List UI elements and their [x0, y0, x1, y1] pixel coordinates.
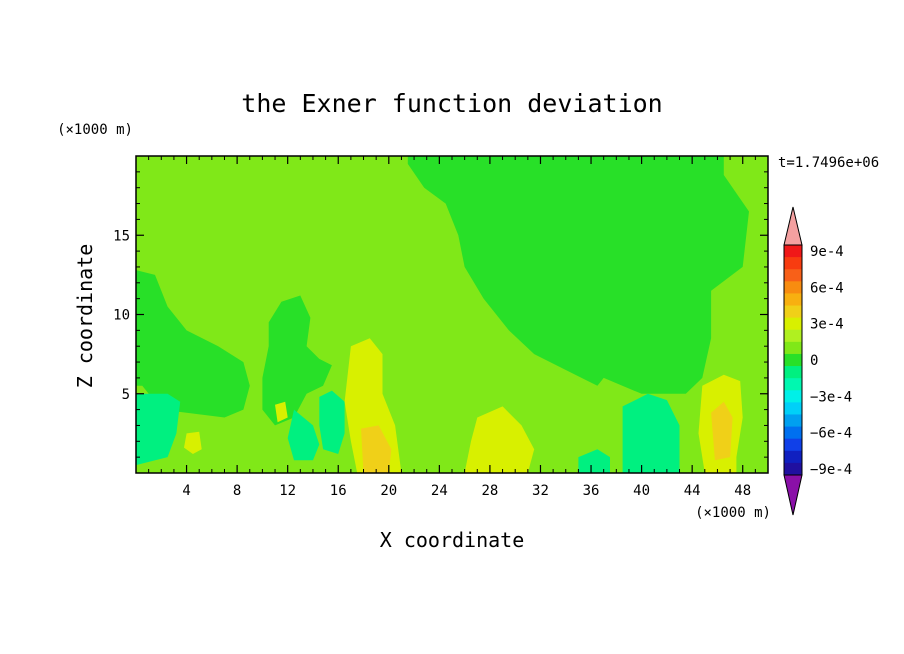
colorbar-segment — [784, 414, 802, 428]
contour-region-4 — [287, 409, 320, 461]
chart-title: the Exner function deviation — [241, 89, 662, 118]
colorbar-segment — [784, 366, 802, 379]
colorbar-frame — [783, 244, 803, 476]
colorbar-segment — [784, 341, 802, 355]
contour-region-0 — [407, 156, 749, 394]
colorbar-segment — [784, 317, 802, 331]
colorbar-segment — [784, 257, 802, 270]
y-axis-label: Z coordinate — [73, 244, 97, 389]
x-tick-label: 8 — [233, 483, 241, 499]
colorbar-label: −9e-4 — [810, 462, 852, 478]
colorbar-segment — [784, 402, 802, 415]
y-unit-label: (×1000 m) — [57, 122, 133, 138]
colorbar-label: 6e-4 — [810, 280, 844, 296]
x-tick-label: 20 — [380, 483, 397, 499]
x-axis-label: X coordinate — [380, 528, 525, 552]
colorbar-over-triangle — [783, 206, 803, 246]
colorbar-segment — [784, 353, 802, 367]
contour-region-14 — [275, 401, 288, 423]
x-tick-label: 28 — [481, 483, 498, 499]
colorbar-segment — [784, 269, 802, 282]
contour-region-13 — [184, 431, 202, 454]
contour-region-7 — [578, 449, 610, 473]
x-tick-label: 48 — [734, 483, 751, 499]
contour-region-9 — [361, 425, 392, 473]
contour-region-3 — [136, 393, 181, 466]
colorbar-under-triangle — [783, 474, 803, 516]
colorbar-label: −3e-4 — [810, 389, 852, 405]
colorbar-label: −6e-4 — [810, 426, 852, 442]
colorbar-segment — [784, 305, 802, 319]
colorbar-label: 0 — [810, 353, 818, 369]
colorbar-segment — [784, 329, 802, 343]
contour-region-2 — [262, 295, 332, 426]
x-tick-label: 12 — [279, 483, 296, 499]
colorbar-segment — [784, 293, 802, 307]
contour-region-12 — [711, 401, 733, 461]
y-tick-label: 10 — [113, 308, 130, 324]
x-tick-label: 16 — [330, 483, 347, 499]
contour-region-6 — [622, 393, 680, 473]
colorbar-segment — [784, 450, 802, 464]
colorbar-segment — [784, 390, 802, 403]
x-tick-label: 32 — [532, 483, 549, 499]
x-unit-label: (×1000 m) — [695, 505, 771, 521]
colorbar-segment — [784, 438, 802, 452]
contour-region-5 — [319, 390, 345, 454]
x-tick-label: 4 — [182, 483, 190, 499]
x-tick-label: 24 — [431, 483, 448, 499]
colorbar-segment — [784, 426, 802, 440]
colorbar-label: 3e-4 — [810, 317, 844, 333]
y-tick-label: 5 — [122, 387, 130, 403]
contour-region-10 — [464, 406, 535, 473]
colorbar-segment — [784, 281, 802, 294]
x-tick-label: 40 — [633, 483, 650, 499]
colorbar-segment — [784, 245, 802, 258]
y-tick-label: 15 — [113, 228, 130, 244]
contour-region-8 — [344, 338, 402, 473]
colorbar-label: 9e-4 — [810, 244, 844, 260]
colorbar-segment — [784, 462, 802, 476]
contour-field — [136, 156, 768, 473]
colorbar-segment — [784, 378, 802, 391]
x-tick-label: 44 — [684, 483, 701, 499]
colorbar: 9e-4 6e-4 3e-4 0 −3e-4 −6e-4 −9e-4 — [783, 206, 852, 516]
x-tick-label: 36 — [583, 483, 600, 499]
time-label: t=1.7496e+06 — [778, 155, 879, 171]
contour-region-1 — [136, 270, 250, 418]
